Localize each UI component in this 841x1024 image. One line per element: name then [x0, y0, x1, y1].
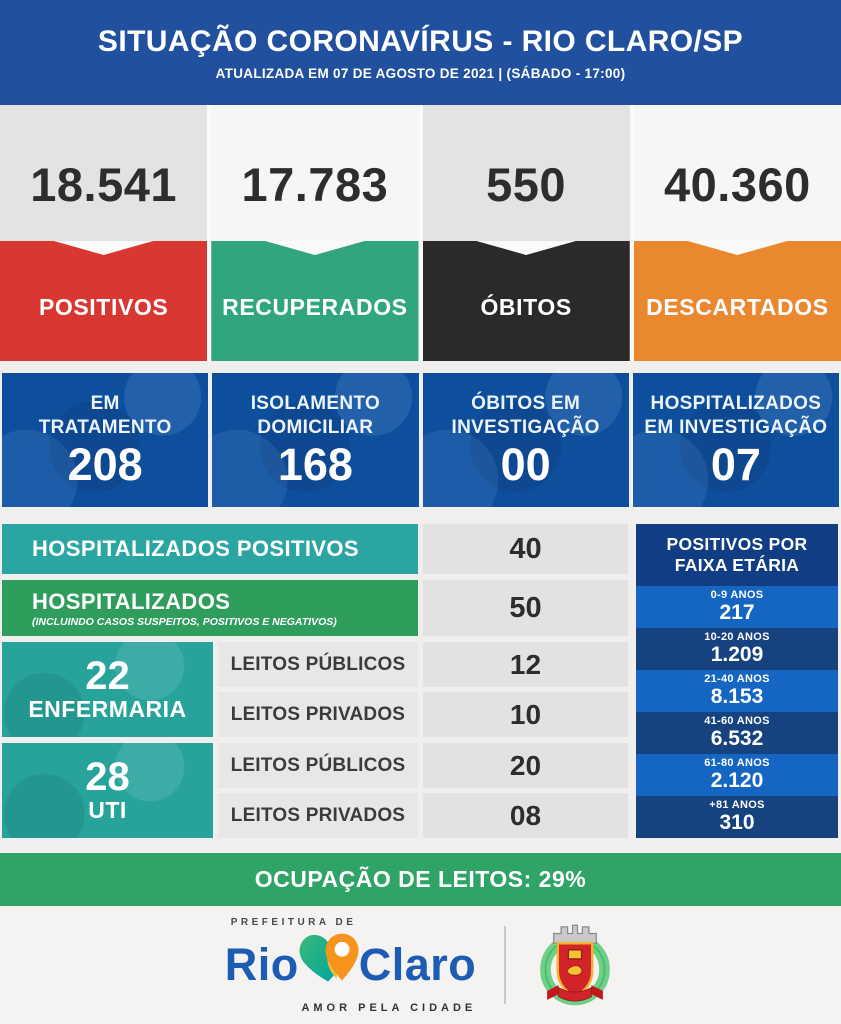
hospital-data-column: HOSPITALIZADOS POSITIVOS 40 HOSPITALIZAD…	[2, 524, 628, 838]
positivos-value: 18.541	[30, 157, 177, 211]
card-positivos: 18.541 POSITIVOS	[0, 105, 208, 361]
tile-hospitalizados-investigacao: HOSPITALIZADOS EM INVESTIGAÇÃO 07	[632, 373, 839, 507]
card-obitos: 550 ÓBITOS	[422, 105, 630, 361]
enfermaria-group: 22 ENFERMARIA LEITOS PÚBLICOS 12 LEITOS …	[2, 642, 628, 737]
hospitalizados-positivos-label: HOSPITALIZADOS POSITIVOS	[32, 536, 359, 561]
row-hospitalizados-positivos: HOSPITALIZADOS POSITIVOS 40	[2, 524, 628, 574]
tile-em-tratamento: EM TRATAMENTO 208	[2, 373, 209, 507]
tile-obitos-investigacao: ÓBITOS EM INVESTIGAÇÃO 00	[422, 373, 629, 507]
footer-divider	[504, 926, 507, 1004]
logo-word-claro: Claro	[358, 938, 477, 990]
logo-word-rio: Rio	[224, 938, 299, 990]
enfermaria-leitos-privados-value: 10	[423, 692, 628, 737]
uti-group: 28 UTI LEITOS PÚBLICOS 20 LEITOS PRIVADO…	[2, 743, 628, 838]
obitos-value: 550	[486, 157, 567, 211]
age-distribution-panel: POSITIVOS POR FAIXA ETÁRIA 0-9 ANOS 217 …	[636, 524, 838, 838]
uti-leitos-privados-row: LEITOS PRIVADOS 08	[218, 793, 628, 838]
logo-tagline: AMOR PELA CIDADE	[301, 1001, 477, 1014]
header-banner: SITUAÇÃO CORONAVÍRUS - RIO CLARO/SP ATUA…	[0, 0, 841, 105]
enfermaria-leitos-publicos-value: 12	[423, 642, 628, 687]
hospitalizados-label: HOSPITALIZADOS	[32, 588, 231, 614]
status-tiles-row: EM TRATAMENTO 208 ISOLAMENTO DOMICILIAR …	[2, 373, 839, 507]
uti-leitos-privados-value: 08	[423, 793, 628, 838]
summary-cards-row: 18.541 POSITIVOS 17.783 RECUPERADOS 550 …	[0, 105, 841, 361]
positivos-label: POSITIVOS	[38, 293, 169, 320]
city-crest-icon	[534, 917, 616, 1014]
uti-name: UTI	[88, 797, 127, 824]
uti-count: 28	[85, 755, 130, 800]
enfermaria-count-box: 22 ENFERMARIA	[2, 642, 213, 737]
footer: PREFEITURA DE Rio Claro AMOR PELA C	[0, 906, 841, 1024]
obitos-investigacao-value: 00	[500, 438, 551, 490]
enfermaria-count: 22	[85, 654, 130, 699]
hospitalizados-sublabel: (INCLUINDO CASOS SUSPEITOS, POSITIVOS E …	[32, 615, 337, 628]
descartados-value: 40.360	[663, 157, 811, 211]
hospitalizados-value: 50	[423, 580, 628, 636]
page-title: SITUAÇÃO CORONAVÍRUS - RIO CLARO/SP	[97, 24, 744, 58]
card-descartados: 40.360 DESCARTADOS	[633, 105, 841, 361]
age-row-41-60: 41-60 ANOS 6.532	[636, 712, 838, 754]
hospitalizados-investigacao-value: 07	[710, 438, 761, 490]
age-row-81-plus: +81 ANOS 310	[636, 796, 838, 838]
age-row-10-20: 10-20 ANOS 1.209	[636, 628, 838, 670]
uti-leitos-publicos-value: 20	[423, 743, 628, 788]
enfermaria-name: ENFERMARIA	[28, 696, 187, 723]
age-row-21-40: 21-40 ANOS 8.153	[636, 670, 838, 712]
uti-leitos-publicos-row: LEITOS PÚBLICOS 20	[218, 743, 628, 788]
uti-count-box: 28 UTI	[2, 743, 213, 838]
enfermaria-leitos-publicos-row: LEITOS PÚBLICOS 12	[218, 642, 628, 687]
descartados-label: DESCARTADOS	[646, 293, 829, 320]
em-tratamento-value: 208	[67, 438, 143, 490]
isolamento-value: 168	[277, 438, 353, 490]
row-hospitalizados-total: HOSPITALIZADOS (INCLUINDO CASOS SUSPEITO…	[2, 580, 628, 636]
heart-pin-icon	[296, 930, 362, 993]
card-recuperados: 17.783 RECUPERADOS	[211, 105, 419, 361]
age-row-0-9: 0-9 ANOS 217	[636, 586, 838, 628]
prefeitura-logo: PREFEITURA DE Rio Claro AMOR PELA C	[225, 917, 477, 1014]
recuperados-label: RECUPERADOS	[222, 293, 408, 320]
enfermaria-leitos-privados-row: LEITOS PRIVADOS 10	[218, 692, 628, 737]
obitos-label: ÓBITOS	[480, 293, 572, 320]
logo-pretitle: PREFEITURA DE	[230, 916, 357, 928]
age-row-61-80: 61-80 ANOS 2.120	[636, 754, 838, 796]
tile-isolamento-domiciliar: ISOLAMENTO DOMICILIAR 168	[212, 373, 419, 507]
main-section: HOSPITALIZADOS POSITIVOS 40 HOSPITALIZAD…	[2, 524, 838, 838]
bed-occupancy-bar: OCUPAÇÃO DE LEITOS: 29%	[0, 853, 841, 906]
update-timestamp: ATUALIZADA EM 07 DE AGOSTO DE 2021 | (SÁ…	[215, 65, 626, 81]
recuperados-value: 17.783	[241, 157, 389, 211]
hospitalizados-positivos-value: 40	[423, 524, 628, 574]
age-panel-title: POSITIVOS POR FAIXA ETÁRIA	[636, 524, 838, 586]
